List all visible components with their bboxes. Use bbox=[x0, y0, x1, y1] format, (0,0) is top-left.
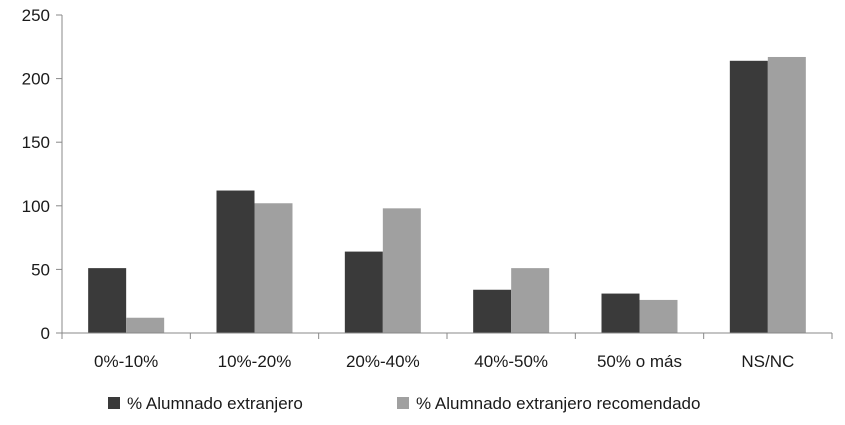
x-tick-label: NS/NC bbox=[741, 352, 794, 371]
legend-label: % Alumnado extranjero bbox=[127, 394, 303, 413]
x-axis: 0%-10% 10%-20% 20%-40% 40%-50% 50% o más NS/N… bbox=[61, 332, 833, 371]
bar-alumnado-extranjero-recomendado-4 bbox=[639, 299, 678, 333]
bar-alumnado-extranjero-4 bbox=[601, 293, 640, 333]
y-tick-label: 0 bbox=[41, 324, 50, 343]
x-tick-label: 40%-50% bbox=[474, 352, 548, 371]
y-tick-label: 150 bbox=[22, 133, 50, 152]
bar-alumnado-extranjero-2 bbox=[344, 251, 383, 333]
bar-alumnado-extranjero-5 bbox=[729, 60, 768, 334]
y-tick-label: 50 bbox=[31, 260, 50, 279]
x-tick-label: 10%-20% bbox=[218, 352, 292, 371]
legend-swatch bbox=[397, 397, 409, 409]
bar-alumnado-extranjero-recomendado-1 bbox=[254, 203, 293, 333]
y-tick-label: 200 bbox=[22, 70, 50, 89]
x-tick-label: 0%-10% bbox=[94, 352, 158, 371]
bar-alumnado-extranjero-recomendado-5 bbox=[767, 56, 806, 333]
bar-alumnado-extranjero-recomendado-2 bbox=[382, 208, 421, 333]
bar-alumnado-extranjero-3 bbox=[473, 289, 512, 333]
legend-label: % Alumnado extranjero recomendado bbox=[416, 394, 700, 413]
bar-alumnado-extranjero-recomendado-0 bbox=[126, 317, 165, 333]
bar-alumnado-extranjero-0 bbox=[88, 268, 127, 333]
legend-swatch bbox=[108, 397, 120, 409]
bar-alumnado-extranjero-1 bbox=[216, 190, 255, 333]
x-tick-label: 50% o más bbox=[597, 352, 682, 371]
y-tick-label: 250 bbox=[22, 6, 50, 25]
bar-alumnado-extranjero-recomendado-3 bbox=[511, 268, 550, 333]
x-tick-label: 20%-40% bbox=[346, 352, 420, 371]
y-axis: 0 50 100 150 200 250 bbox=[22, 6, 63, 343]
bars bbox=[88, 56, 806, 334]
legend: % Alumnado extranjero % Alumnado extranje… bbox=[108, 394, 700, 413]
y-tick-label: 100 bbox=[22, 197, 50, 216]
